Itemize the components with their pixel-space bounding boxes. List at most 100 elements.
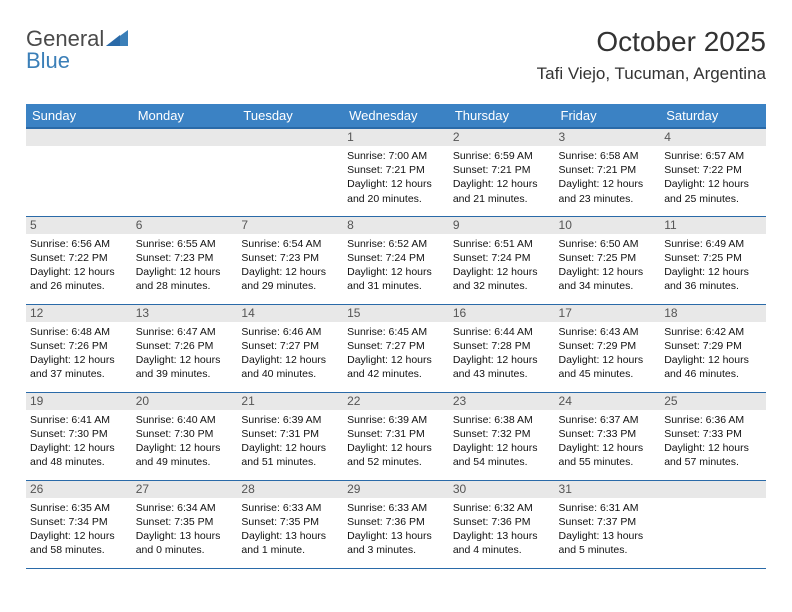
- sunset-text: Sunset: 7:31 PM: [347, 427, 445, 441]
- sunrise-text: Sunrise: 6:36 AM: [664, 413, 762, 427]
- calendar-cell: 7Sunrise: 6:54 AMSunset: 7:23 PMDaylight…: [237, 216, 343, 304]
- daylight-text: Daylight: 12 hours and 55 minutes.: [559, 441, 657, 469]
- daynum-bar: 2: [449, 129, 555, 146]
- daynum-bar: 8: [343, 217, 449, 234]
- page-title: October 2025: [596, 26, 766, 58]
- sunrise-text: Sunrise: 6:31 AM: [559, 501, 657, 515]
- day-content: Sunrise: 6:48 AMSunset: 7:26 PMDaylight:…: [26, 322, 132, 386]
- sunrise-text: Sunrise: 6:48 AM: [30, 325, 128, 339]
- daynum-bar: 14: [237, 305, 343, 322]
- col-header: Sunday: [26, 104, 132, 128]
- day-content: Sunrise: 6:33 AMSunset: 7:36 PMDaylight:…: [343, 498, 449, 562]
- daynum-bar: 30: [449, 481, 555, 498]
- daylight-text: Daylight: 12 hours and 51 minutes.: [241, 441, 339, 469]
- day-content: Sunrise: 6:54 AMSunset: 7:23 PMDaylight:…: [237, 234, 343, 298]
- daylight-text: Daylight: 12 hours and 20 minutes.: [347, 177, 445, 205]
- daylight-text: Daylight: 12 hours and 46 minutes.: [664, 353, 762, 381]
- daynum-bar: 28: [237, 481, 343, 498]
- logo: General Blue: [26, 26, 128, 52]
- daylight-text: Daylight: 12 hours and 39 minutes.: [136, 353, 234, 381]
- daynum-bar: 31: [555, 481, 661, 498]
- empty-daynum-bar: [26, 129, 132, 146]
- daynum-bar: 23: [449, 393, 555, 410]
- daynum-bar: 19: [26, 393, 132, 410]
- daylight-text: Daylight: 13 hours and 1 minute.: [241, 529, 339, 557]
- daylight-text: Daylight: 12 hours and 28 minutes.: [136, 265, 234, 293]
- sunset-text: Sunset: 7:33 PM: [559, 427, 657, 441]
- day-content: Sunrise: 6:57 AMSunset: 7:22 PMDaylight:…: [660, 146, 766, 210]
- daylight-text: Daylight: 12 hours and 54 minutes.: [453, 441, 551, 469]
- daylight-text: Daylight: 13 hours and 0 minutes.: [136, 529, 234, 557]
- sunrise-text: Sunrise: 6:42 AM: [664, 325, 762, 339]
- sunrise-text: Sunrise: 6:37 AM: [559, 413, 657, 427]
- sunrise-text: Sunrise: 6:43 AM: [559, 325, 657, 339]
- sunset-text: Sunset: 7:35 PM: [241, 515, 339, 529]
- calendar-cell: 22Sunrise: 6:39 AMSunset: 7:31 PMDayligh…: [343, 392, 449, 480]
- sunset-text: Sunset: 7:36 PM: [347, 515, 445, 529]
- daylight-text: Daylight: 13 hours and 5 minutes.: [559, 529, 657, 557]
- day-content: Sunrise: 6:58 AMSunset: 7:21 PMDaylight:…: [555, 146, 661, 210]
- daynum-bar: 13: [132, 305, 238, 322]
- daylight-text: Daylight: 12 hours and 26 minutes.: [30, 265, 128, 293]
- day-content: Sunrise: 6:59 AMSunset: 7:21 PMDaylight:…: [449, 146, 555, 210]
- sunrise-text: Sunrise: 6:47 AM: [136, 325, 234, 339]
- sunset-text: Sunset: 7:32 PM: [453, 427, 551, 441]
- day-content: Sunrise: 6:36 AMSunset: 7:33 PMDaylight:…: [660, 410, 766, 474]
- day-content: Sunrise: 7:00 AMSunset: 7:21 PMDaylight:…: [343, 146, 449, 210]
- day-content: Sunrise: 6:47 AMSunset: 7:26 PMDaylight:…: [132, 322, 238, 386]
- sunset-text: Sunset: 7:28 PM: [453, 339, 551, 353]
- sunrise-text: Sunrise: 6:38 AM: [453, 413, 551, 427]
- daynum-bar: 6: [132, 217, 238, 234]
- day-content: Sunrise: 6:42 AMSunset: 7:29 PMDaylight:…: [660, 322, 766, 386]
- sunset-text: Sunset: 7:30 PM: [136, 427, 234, 441]
- col-header: Tuesday: [237, 104, 343, 128]
- sunrise-text: Sunrise: 6:33 AM: [241, 501, 339, 515]
- daylight-text: Daylight: 13 hours and 4 minutes.: [453, 529, 551, 557]
- day-content: Sunrise: 6:40 AMSunset: 7:30 PMDaylight:…: [132, 410, 238, 474]
- day-content: Sunrise: 6:35 AMSunset: 7:34 PMDaylight:…: [26, 498, 132, 562]
- empty-daynum-bar: [660, 481, 766, 498]
- sunset-text: Sunset: 7:35 PM: [136, 515, 234, 529]
- sunrise-text: Sunrise: 6:59 AM: [453, 149, 551, 163]
- daylight-text: Daylight: 12 hours and 29 minutes.: [241, 265, 339, 293]
- calendar-row: 19Sunrise: 6:41 AMSunset: 7:30 PMDayligh…: [26, 392, 766, 480]
- day-content: Sunrise: 6:37 AMSunset: 7:33 PMDaylight:…: [555, 410, 661, 474]
- calendar-cell: 11Sunrise: 6:49 AMSunset: 7:25 PMDayligh…: [660, 216, 766, 304]
- daylight-text: Daylight: 12 hours and 40 minutes.: [241, 353, 339, 381]
- day-content: Sunrise: 6:34 AMSunset: 7:35 PMDaylight:…: [132, 498, 238, 562]
- sunset-text: Sunset: 7:26 PM: [30, 339, 128, 353]
- sunrise-text: Sunrise: 6:45 AM: [347, 325, 445, 339]
- daynum-bar: 4: [660, 129, 766, 146]
- calendar-cell: [26, 128, 132, 216]
- col-header: Thursday: [449, 104, 555, 128]
- sunset-text: Sunset: 7:30 PM: [30, 427, 128, 441]
- daylight-text: Daylight: 12 hours and 57 minutes.: [664, 441, 762, 469]
- sunset-text: Sunset: 7:33 PM: [664, 427, 762, 441]
- calendar-cell: 17Sunrise: 6:43 AMSunset: 7:29 PMDayligh…: [555, 304, 661, 392]
- col-header: Monday: [132, 104, 238, 128]
- calendar-cell: 6Sunrise: 6:55 AMSunset: 7:23 PMDaylight…: [132, 216, 238, 304]
- sunset-text: Sunset: 7:37 PM: [559, 515, 657, 529]
- daylight-text: Daylight: 12 hours and 34 minutes.: [559, 265, 657, 293]
- calendar-row: 1Sunrise: 7:00 AMSunset: 7:21 PMDaylight…: [26, 128, 766, 216]
- day-content: Sunrise: 6:52 AMSunset: 7:24 PMDaylight:…: [343, 234, 449, 298]
- calendar-cell: 16Sunrise: 6:44 AMSunset: 7:28 PMDayligh…: [449, 304, 555, 392]
- sunset-text: Sunset: 7:21 PM: [347, 163, 445, 177]
- col-header: Wednesday: [343, 104, 449, 128]
- calendar-row: 5Sunrise: 6:56 AMSunset: 7:22 PMDaylight…: [26, 216, 766, 304]
- daynum-bar: 7: [237, 217, 343, 234]
- day-content: Sunrise: 6:56 AMSunset: 7:22 PMDaylight:…: [26, 234, 132, 298]
- sunrise-text: Sunrise: 6:46 AM: [241, 325, 339, 339]
- daynum-bar: 17: [555, 305, 661, 322]
- daylight-text: Daylight: 12 hours and 37 minutes.: [30, 353, 128, 381]
- sunset-text: Sunset: 7:36 PM: [453, 515, 551, 529]
- calendar-cell: 8Sunrise: 6:52 AMSunset: 7:24 PMDaylight…: [343, 216, 449, 304]
- calendar-cell: 25Sunrise: 6:36 AMSunset: 7:33 PMDayligh…: [660, 392, 766, 480]
- day-content: Sunrise: 6:45 AMSunset: 7:27 PMDaylight:…: [343, 322, 449, 386]
- day-content: Sunrise: 6:51 AMSunset: 7:24 PMDaylight:…: [449, 234, 555, 298]
- daynum-bar: 11: [660, 217, 766, 234]
- calendar-cell: 18Sunrise: 6:42 AMSunset: 7:29 PMDayligh…: [660, 304, 766, 392]
- calendar-cell: 9Sunrise: 6:51 AMSunset: 7:24 PMDaylight…: [449, 216, 555, 304]
- day-content: Sunrise: 6:55 AMSunset: 7:23 PMDaylight:…: [132, 234, 238, 298]
- day-content: Sunrise: 6:38 AMSunset: 7:32 PMDaylight:…: [449, 410, 555, 474]
